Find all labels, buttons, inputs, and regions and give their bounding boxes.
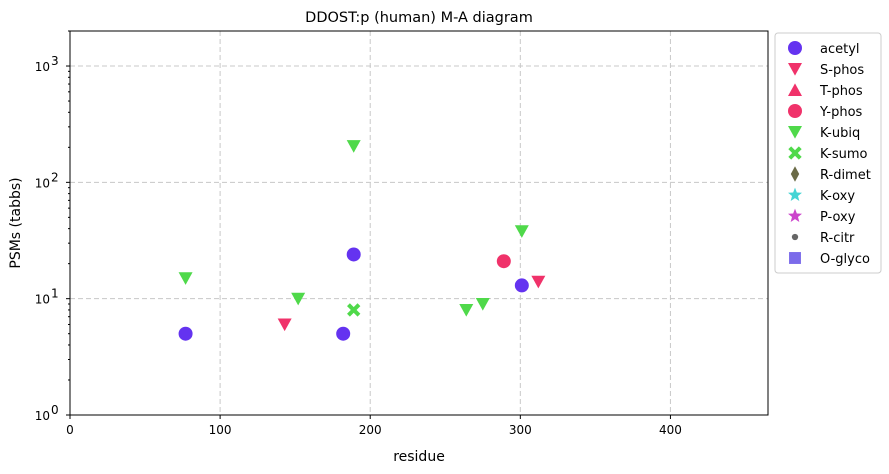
- marker-stroke: [347, 303, 361, 317]
- x-tick-label: 400: [659, 423, 682, 437]
- legend-marker-t-phos: [788, 83, 802, 96]
- legend-label-p-oxy: P-oxy: [820, 210, 856, 225]
- plot-frame: [69, 30, 769, 416]
- x-tick-label: 100: [209, 423, 232, 437]
- data-point-k-ubiq: [475, 298, 490, 311]
- legend-marker-p-oxy: [788, 208, 802, 222]
- y-axis-label: PSMs (tabbs): [8, 177, 24, 268]
- y-tick-exponent: 3: [51, 54, 59, 68]
- data-point-s-phos: [277, 318, 292, 332]
- x-tick-label: 0: [66, 423, 74, 437]
- y-tick-exponent: 0: [51, 403, 59, 417]
- y-tick-label: 10: [35, 293, 50, 307]
- legend-label-k-sumo: K-sumo: [820, 147, 868, 162]
- x-tick-label: 200: [359, 423, 382, 437]
- legend-label-o-glyco: O-glyco: [820, 252, 870, 267]
- data-point-k-ubiq: [346, 140, 361, 153]
- legend-label-k-ubiq: K-ubiq: [820, 126, 860, 141]
- legend-marker-acetyl: [788, 41, 802, 55]
- data-point-s-phos: [531, 275, 546, 289]
- data-point-k-ubiq: [178, 272, 193, 285]
- data-point-k-ubiq: [291, 292, 306, 306]
- data-point-acetyl: [514, 278, 529, 293]
- chart-title: DDOST:p (human) M-A diagram: [305, 10, 533, 26]
- data-point-acetyl: [178, 326, 193, 341]
- plot-area: [178, 140, 546, 341]
- legend-label-k-oxy: K-oxy: [820, 189, 855, 204]
- legend-label-y-phos: Y-phos: [819, 105, 863, 120]
- legend-marker-k-ubiq: [788, 126, 802, 139]
- y-tick-exponent: 2: [51, 170, 59, 184]
- legend-label-r-dimet: R-dimet: [820, 168, 871, 183]
- legend: acetyl S-phos T-phos Y-phos K-ubiq K-sumo R-di…: [774, 32, 882, 274]
- legend-marker-r-dimet: [790, 166, 800, 182]
- legend-frame: [774, 32, 882, 274]
- legend-marker-y-phos: [788, 104, 802, 118]
- y-tick-label: 10: [35, 60, 50, 74]
- legend-label-s-phos: S-phos: [820, 63, 864, 78]
- legend-marker-s-phos: [788, 63, 802, 76]
- marker-stroke: [788, 146, 802, 160]
- legend-label-t-phos: T-phos: [819, 84, 863, 99]
- data-point-k-ubiq: [459, 303, 474, 317]
- data-point-k-sumo: [347, 303, 361, 317]
- data-point-acetyl: [346, 247, 361, 262]
- x-axis: 0 100 200 300 400: [66, 415, 682, 437]
- grid-lines: [70, 31, 768, 415]
- legend-label-r-citr: R-citr: [820, 231, 855, 246]
- y-tick-label: 10: [35, 176, 50, 190]
- legend-marker-k-oxy: [788, 187, 802, 201]
- legend-marker-r-citr: [791, 233, 799, 241]
- x-axis-label: residue: [393, 449, 445, 465]
- data-point-k-ubiq: [514, 225, 529, 238]
- y-tick-exponent: 1: [51, 287, 59, 301]
- legend-marker-o-glyco: [789, 252, 801, 264]
- data-point-acetyl: [336, 326, 351, 341]
- y-tick-label: 10: [35, 409, 50, 423]
- data-point-y-phos: [496, 254, 511, 269]
- x-tick-label: 300: [509, 423, 532, 437]
- legend-marker-k-sumo: [788, 146, 802, 160]
- legend-label-acetyl: acetyl: [820, 42, 860, 57]
